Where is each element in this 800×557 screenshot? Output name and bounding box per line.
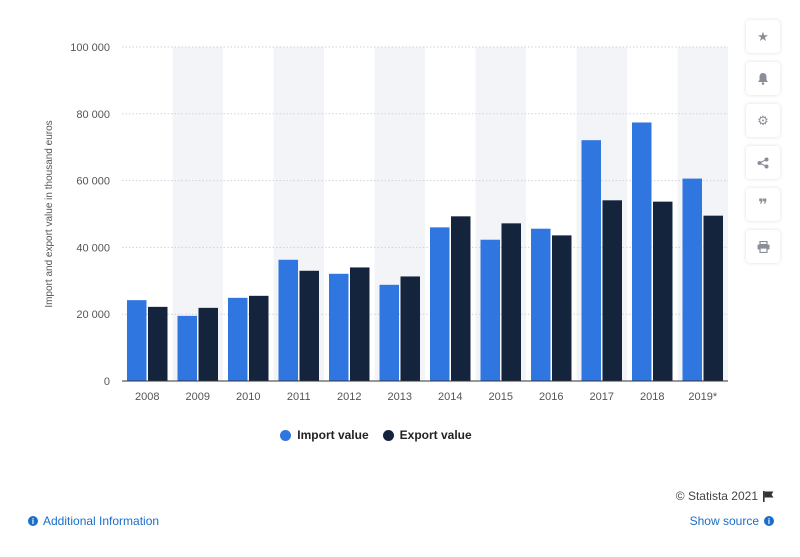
x-tick-label: 2015 (489, 391, 513, 403)
gear-icon: ⚙ (757, 112, 769, 128)
legend: Import value Export value (0, 428, 752, 442)
bar-import (177, 315, 197, 381)
bar-import (682, 178, 702, 381)
bars-group (127, 122, 723, 381)
x-tick-label: 2008 (135, 391, 159, 403)
bar-import (632, 122, 652, 381)
bar-import (329, 273, 349, 381)
legend-item-export[interactable]: Export value (382, 428, 472, 442)
legend-item-import[interactable]: Import value (280, 428, 369, 442)
show-source-label: Show source (689, 514, 759, 528)
cite-button[interactable]: ❞ (746, 188, 780, 221)
print-button[interactable] (746, 230, 780, 263)
print-icon (757, 240, 769, 253)
x-tick-label: 2019* (688, 391, 717, 403)
show-source-link[interactable]: Show source i (690, 514, 774, 528)
x-tick-label: 2018 (640, 391, 664, 403)
quote-icon: ❞ (758, 196, 768, 214)
y-tick-label: 80 000 (76, 109, 110, 121)
bar-import (127, 300, 147, 381)
x-axis-ticks: 2008 2009 2010 2011 2012 2013 2014 2015 2016 2017… (135, 391, 718, 403)
y-tick-label: 60 000 (76, 176, 110, 188)
sidebar-toolbar: ★ ⚙ ❞ (746, 20, 780, 263)
bar-import (430, 227, 450, 381)
x-tick-label: 2013 (388, 391, 412, 403)
bar-export (350, 267, 370, 381)
flag-icon (763, 490, 774, 502)
bar-export (249, 295, 269, 381)
bar-export (501, 223, 521, 381)
share-button[interactable] (746, 146, 780, 179)
y-axis-label: Import and export value in thousand euro… (44, 120, 55, 307)
star-icon: ★ (757, 28, 769, 44)
x-tick-label: 2014 (438, 391, 462, 403)
info-icon: i (764, 516, 774, 526)
settings-button[interactable]: ⚙ (746, 104, 780, 137)
share-icon (757, 157, 769, 168)
bar-export (653, 201, 673, 381)
legend-label-import: Import value (297, 428, 369, 442)
y-axis-ticks: 0 20 000 40 000 60 000 80 000 100 000 (70, 42, 110, 388)
y-tick-label: 0 (104, 376, 110, 388)
additional-information-link[interactable]: i Additional Information (28, 514, 159, 528)
bell-icon (758, 73, 768, 85)
legend-marker-import (280, 429, 292, 441)
info-icon: i (28, 516, 38, 526)
bar-export (148, 306, 168, 381)
statista-credit[interactable]: © Statista 2021 (676, 489, 774, 503)
bar-import (480, 239, 500, 381)
bar-import (379, 284, 399, 381)
notification-button[interactable] (746, 62, 780, 95)
x-tick-label: 2017 (590, 391, 614, 403)
bar-import (531, 228, 551, 381)
x-tick-label: 2009 (186, 391, 210, 403)
x-tick-label: 2016 (539, 391, 563, 403)
legend-label-export: Export value (399, 428, 472, 442)
bar-export (552, 235, 572, 381)
credit-text: © Statista 2021 (675, 489, 758, 503)
additional-information-label: Additional Information (43, 514, 160, 528)
y-tick-label: 100 000 (70, 42, 110, 54)
legend-marker-export (382, 429, 394, 441)
favorite-button[interactable]: ★ (746, 20, 780, 53)
x-tick-label: 2012 (337, 391, 361, 403)
x-tick-label: 2011 (287, 391, 311, 403)
y-tick-label: 40 000 (76, 242, 110, 254)
bar-export (451, 216, 471, 381)
bar-import (228, 297, 248, 381)
bar-export (602, 200, 622, 381)
bar-import (278, 259, 298, 381)
bar-export (198, 307, 218, 381)
y-tick-label: 20 000 (76, 309, 110, 321)
grid-lines (122, 46, 728, 315)
x-tick-label: 2010 (236, 391, 260, 403)
bar-export (400, 276, 420, 381)
bar-export (703, 215, 723, 381)
bar-import (581, 140, 601, 381)
bar-export (299, 270, 319, 381)
